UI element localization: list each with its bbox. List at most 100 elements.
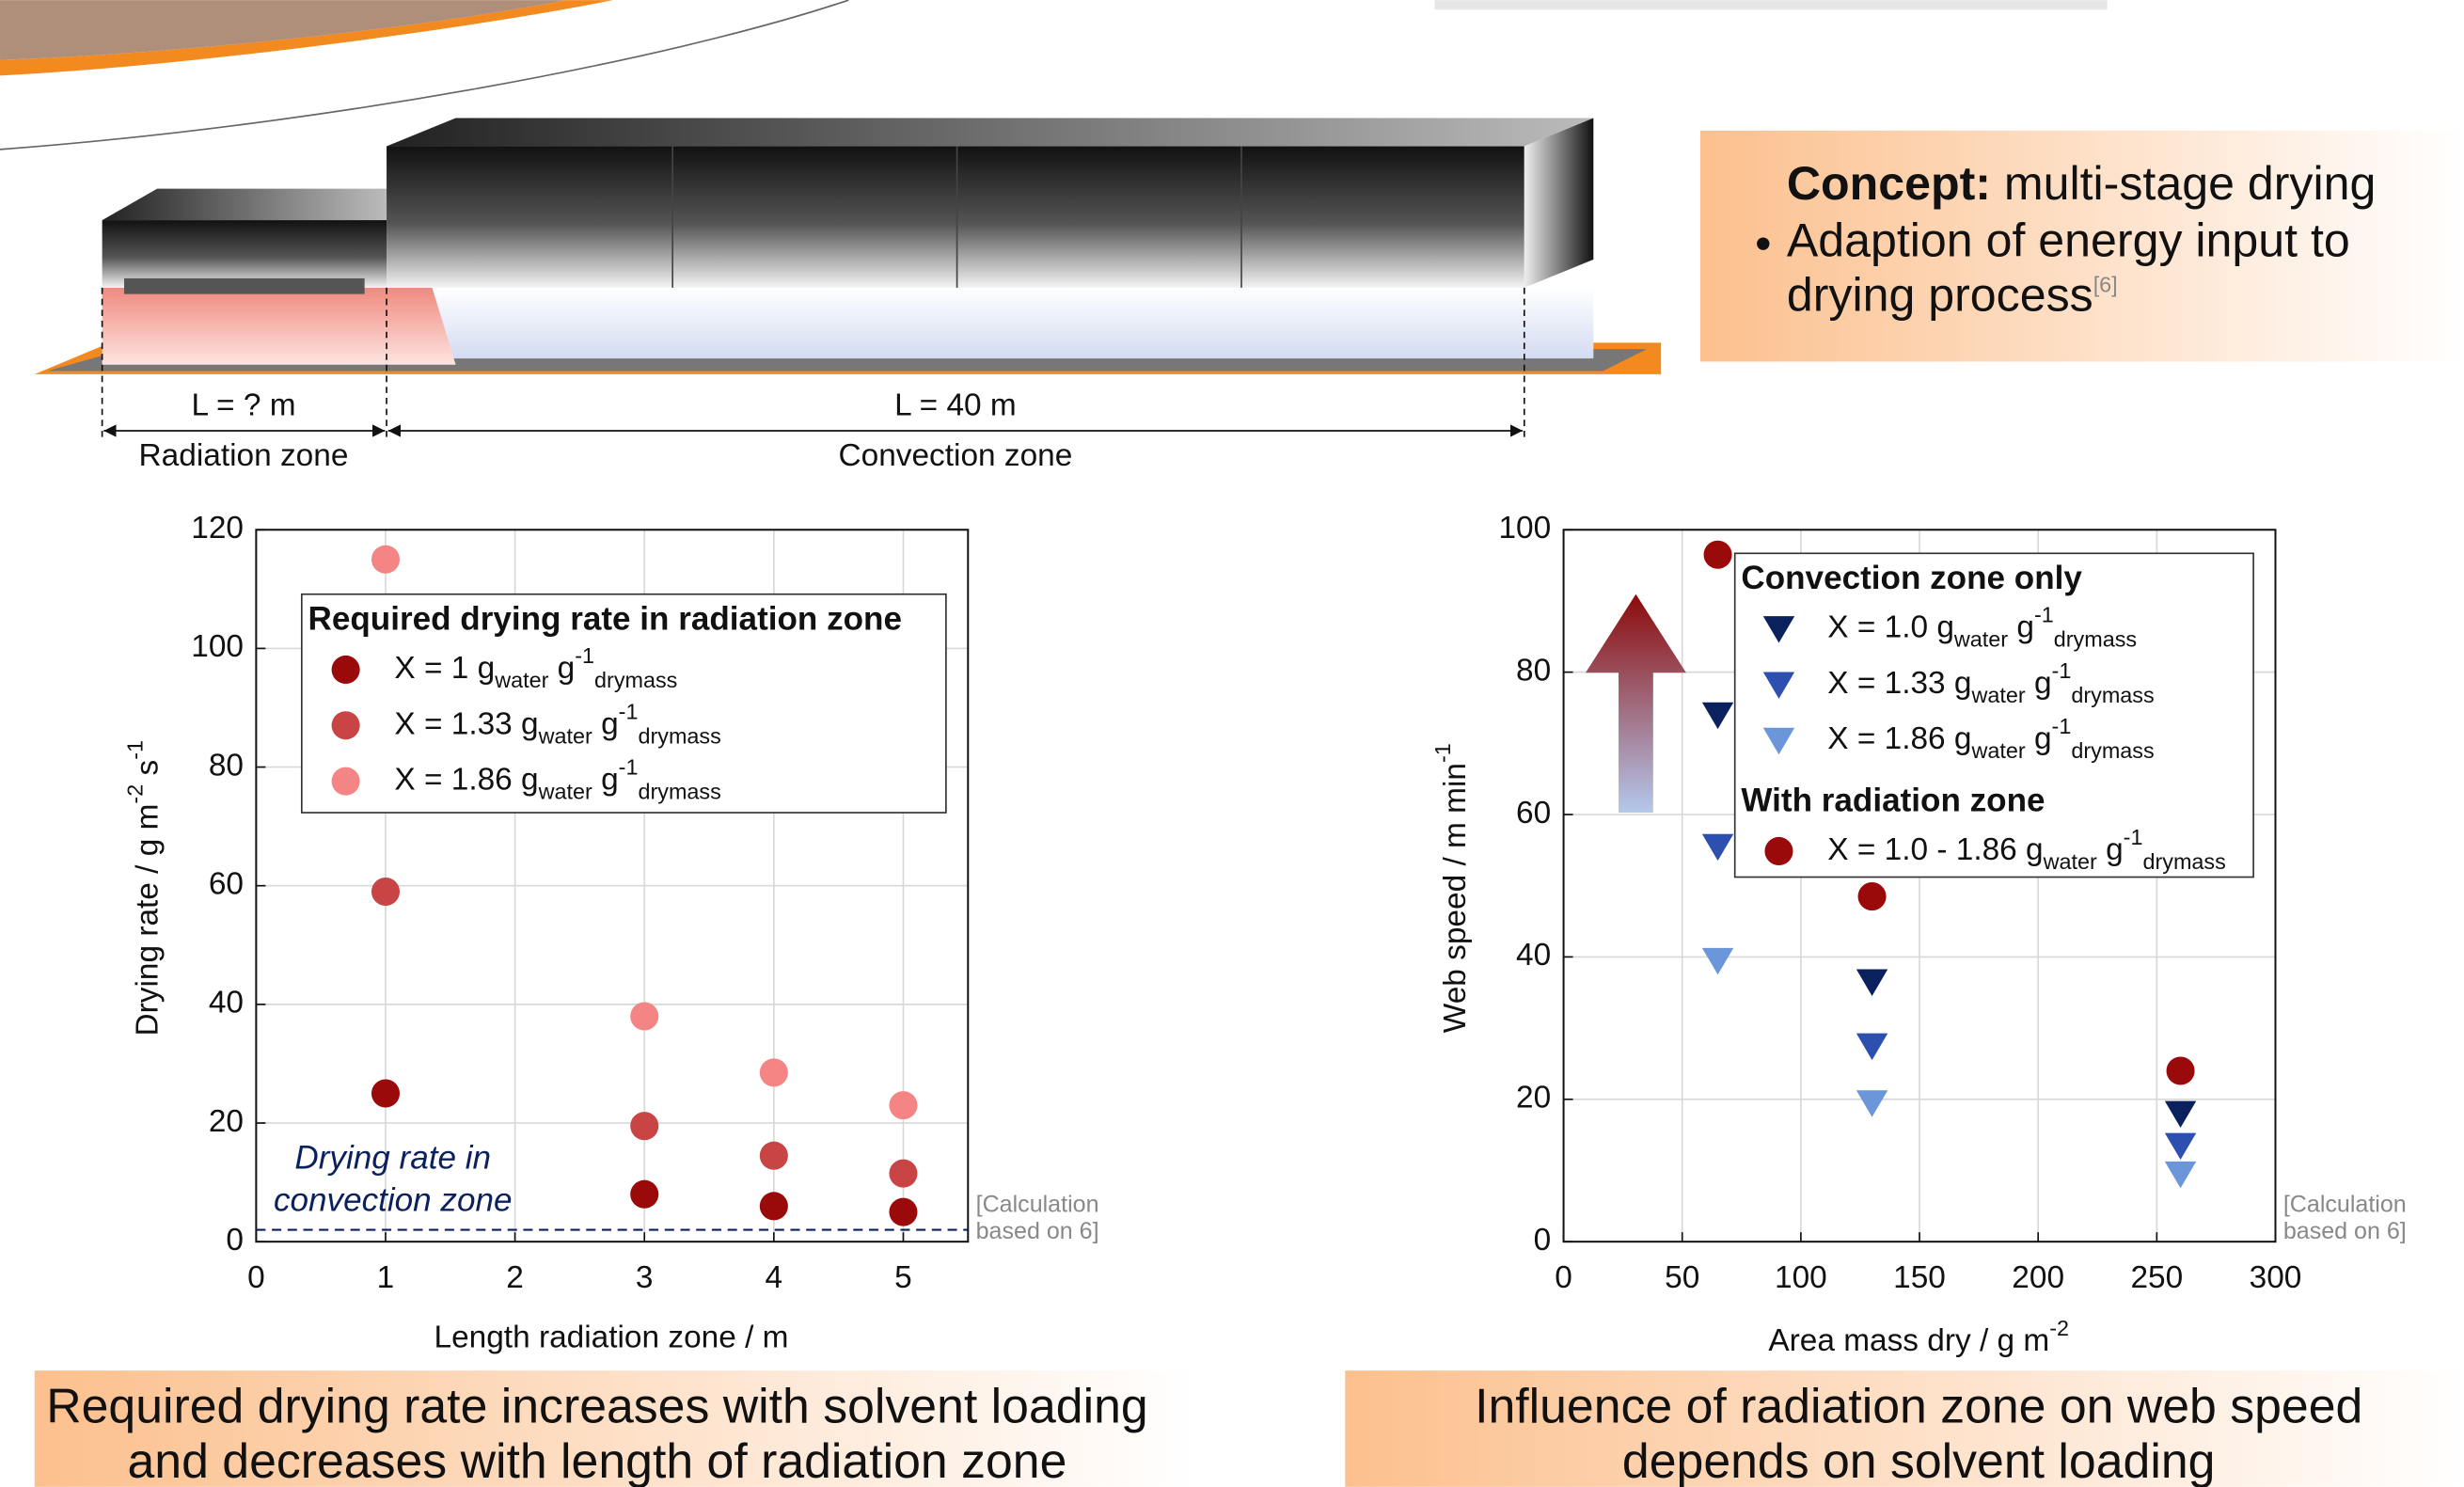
legend-label-part: -1 [2052,714,2072,738]
legend-label-part: g [2026,666,2052,701]
x-tick-label: 1 [377,1260,395,1295]
legend-label-part: g [2008,609,2034,644]
concept-bullet-text: drying process [1787,269,2093,322]
y-tick-label: 100 [1498,511,1551,546]
legend-label-part: X = 1.0 g [1827,609,1954,644]
x-axis-label: Length radiation zone / m [434,1321,788,1355]
legend-label-part: drymass [594,668,677,692]
marker [889,1091,918,1120]
legend-label-part: g [548,651,575,686]
y-tick-label: 40 [1516,938,1551,973]
marker [630,1112,659,1141]
y-axis-label-part: s [131,760,166,784]
concept-bullet: drying process[6] [1787,269,2118,322]
legend-label: X = 1.33 gwater g-1drymass [1827,658,2154,707]
marker [1762,727,1795,755]
marker [331,655,360,685]
legend-label-part: water [538,723,592,748]
legend-label-part: drymass [638,723,720,748]
legend-label-part: -1 [2052,658,2072,683]
x-tick-label: 100 [1775,1260,1827,1295]
marker [1703,540,1732,569]
legend-label-part: g [2026,721,2052,756]
legend-label-part: X = 1.0 - 1.86 g [1827,832,2043,867]
y-axis-label-part: -1 [1430,743,1455,763]
caption: and decreases with length of radiation z… [128,1433,1067,1487]
x-tick-label: 200 [2012,1260,2064,1295]
legend-title: Required drying rate in radiation zone [308,600,903,637]
marker [759,1192,788,1221]
legend-label-part: water [1971,683,2026,707]
x-tick-label: 3 [636,1260,654,1295]
legend-label: X = 1.86 gwater g-1drymass [394,755,720,804]
marker [1856,1090,1888,1117]
marker [630,1179,659,1209]
legend-label-part: water [494,668,548,692]
annotation: convection zone [274,1182,513,1219]
marker [1856,1033,1888,1061]
plot-frame [1562,529,2277,1243]
legend-title: Convection zone only [1741,560,2082,596]
concept-text: multi-stage drying [1991,157,2376,210]
legend-label-part: drymass [638,780,720,804]
concept-bullet: Adaption of energy input to [1787,214,2350,266]
concept-title: Concept: multi-stage drying [1787,157,2377,210]
zone-name: Radiation zone [139,438,349,473]
marker [1762,616,1795,643]
marker [1701,702,1734,730]
marker [371,1079,401,1108]
x-axis-label: Area mass dry / g m-2 [1768,1316,2069,1358]
legend-label-part: -1 [619,755,639,780]
marker [1857,882,1887,911]
note: based on 6] [2283,1218,2407,1244]
caption: Required drying rate increases with solv… [46,1379,1147,1433]
y-tick-label: 100 [191,629,244,664]
x-axis-label-part: Area mass dry / g m [1768,1323,2049,1358]
y-axis-label-part: -1 [123,740,148,760]
marker [371,877,401,907]
legend-label-part: -1 [2124,825,2143,849]
y-tick-label: 60 [209,867,244,902]
marker [759,1058,788,1087]
legend-label: X = 1.0 - 1.86 gwater g-1drymass [1827,825,2226,874]
marker [630,1002,659,1031]
legend-label-part: X = 1.33 g [1827,666,1971,701]
marker [1701,833,1734,862]
y-tick-label: 80 [209,748,244,783]
y-tick-label: 120 [191,511,244,546]
caption-box [1345,1370,2464,1487]
annotation: Drying rate in [294,1140,491,1177]
legend-label-part: drymass [2071,683,2154,707]
legend-label-part: X = 1.86 g [1827,721,1971,756]
y-tick-label: 80 [1516,653,1551,688]
x-tick-label: 150 [1893,1260,1946,1295]
legend-label-part: X = 1 g [394,651,495,686]
legend-label-part: -1 [619,699,639,723]
legend-box [300,593,947,814]
legend-label: X = 1.86 gwater g-1drymass [1827,714,2154,763]
legend-label-part: X = 1.86 g [394,762,538,797]
zone-length: L = ? m [191,388,295,423]
x-tick-label: 300 [2250,1260,2302,1295]
marker [2166,1056,2195,1085]
marker [1762,672,1795,699]
marker [331,711,360,740]
legend-title: With radiation zone [1741,782,2045,818]
legend-label-part: drymass [2054,627,2137,652]
legend-label-part: water [538,780,592,804]
caption-box [34,1370,1194,1487]
legend-label-part: drymass [2071,738,2154,763]
concept-box: Concept: multi-stage drying Adaption of … [1699,130,2464,362]
marker [371,545,401,574]
note: [Calculation [2283,1191,2407,1217]
caption: depends on solvent loading [1622,1433,2216,1487]
y-tick-label: 60 [1516,796,1551,831]
x-tick-label: 4 [766,1260,783,1295]
legend-label-part: drymass [2142,849,2225,874]
marker [2164,1100,2197,1128]
marker [1701,947,1734,975]
legend-label-part: X = 1.33 g [394,706,538,741]
y-tick-label: 20 [1516,1081,1551,1115]
marker [2164,1161,2197,1189]
